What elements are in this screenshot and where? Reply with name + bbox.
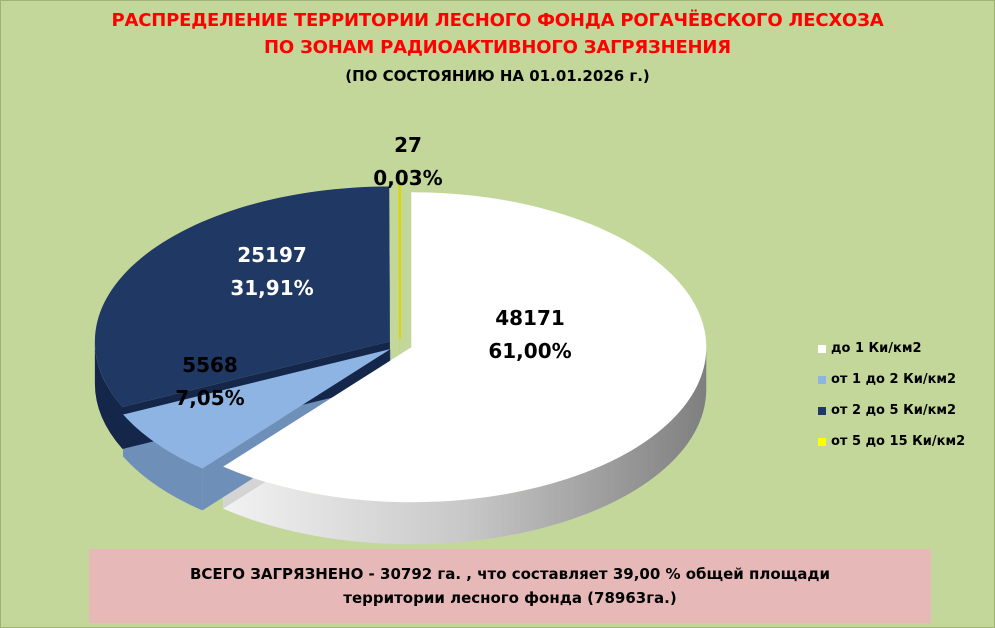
pie-slice-0 [223, 192, 707, 503]
legend-swatch-5-to-15 [818, 437, 826, 446]
summary-line-2: территории лесного фонда (78963га.) [343, 589, 677, 607]
chart-title-line-2: ПО ЗОНАМ РАДИОАКТИВНОГО ЗАГРЯЗНЕНИЯ [264, 37, 731, 58]
pie-slice-3 [398, 182, 401, 339]
legend-swatch-1-to-2 [818, 375, 826, 384]
pie-percent-label-2: 31,91% [230, 276, 313, 300]
legend-swatch-2-to-5 [818, 406, 826, 415]
legend-item-2-to-5: от 2 до 5 Ки/км2 [818, 395, 993, 426]
pie-value-label-0: 48171 [495, 306, 565, 330]
pie-slice-1 [123, 349, 391, 469]
legend: до 1 Ки/км2 от 1 до 2 Ки/км2 от 2 до 5 К… [818, 333, 993, 457]
legend-label-2-to-5: от 2 до 5 Ки/км2 [831, 403, 957, 418]
chart-title-line-1: РАСПРЕДЕЛЕНИЕ ТЕРРИТОРИИ ЛЕСНОГО ФОНДА Р… [111, 10, 884, 31]
pie-top-faces [94, 182, 707, 503]
pie-value-label-1: 5568 [182, 353, 238, 377]
pie-percent-label-1: 7,05% [175, 386, 244, 410]
pie-value-label-2: 25197 [237, 243, 307, 267]
legend-item-1-to-2: от 1 до 2 Ки/км2 [818, 364, 993, 395]
pie-percent-label-0: 61,00% [488, 339, 571, 363]
legend-item-5-to-15: от 5 до 15 Ки/км2 [818, 426, 993, 457]
pie-percent-label-3: 0,03% [373, 166, 442, 190]
legend-label-1-to-2: от 1 до 2 Ки/км2 [831, 372, 957, 387]
pie-value-label-3: 27 [394, 133, 422, 157]
legend-label-under-1: до 1 Ки/км2 [831, 341, 922, 356]
pie-side-0 [223, 347, 707, 545]
legend-swatch-under-1 [818, 344, 826, 353]
pie-slice-2 [94, 186, 390, 407]
legend-item-under-1: до 1 Ки/км2 [818, 333, 993, 364]
pie-side-2 [94, 341, 123, 449]
legend-label-5-to-15: от 5 до 15 Ки/км2 [831, 434, 966, 449]
summary-box: ВСЕГО ЗАГРЯЗНЕНО - 30792 га. , что соста… [89, 549, 931, 623]
chart-subtitle: (ПО СОСТОЯНИЮ НА 01.01.2026 г.) [345, 67, 650, 85]
summary-line-1: ВСЕГО ЗАГРЯЗНЕНО - 30792 га. , что соста… [189, 565, 831, 583]
pie-data-labels: 48171 61,00% 5568 7,05% 25197 31,91% 27 0,03% [175, 133, 571, 410]
